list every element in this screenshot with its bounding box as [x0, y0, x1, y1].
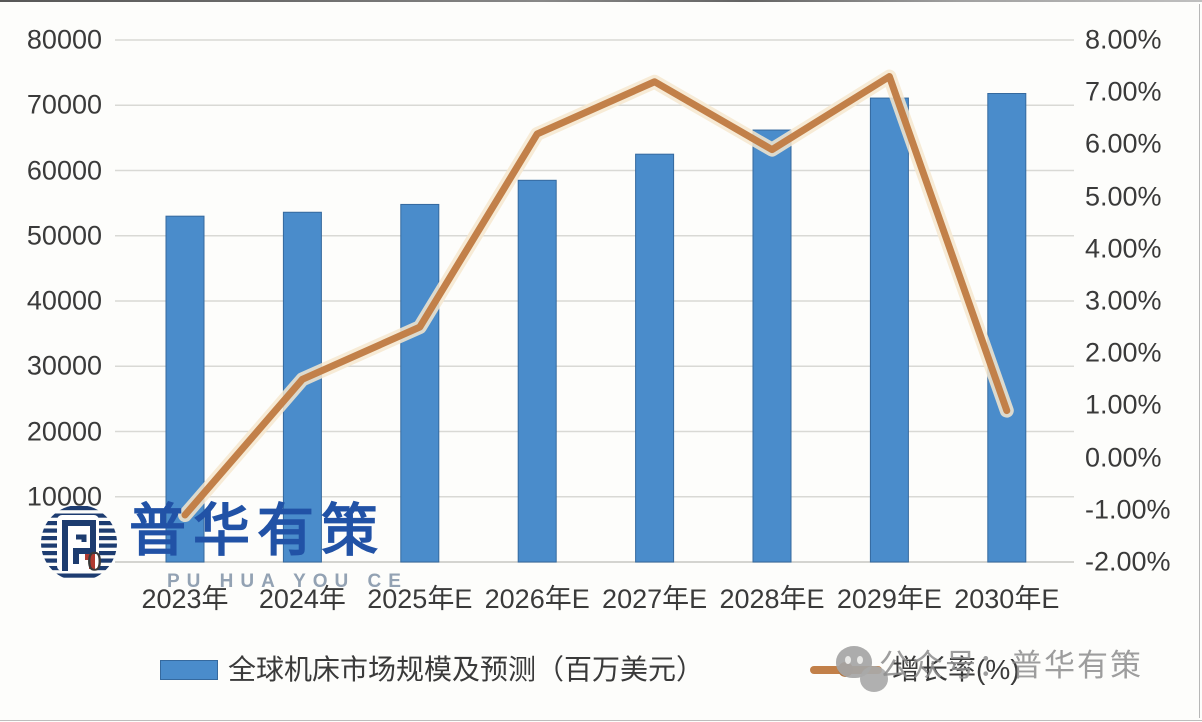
- footer-watermark: 公众号：普华有策: [879, 648, 1143, 683]
- bar-2028年E: [752, 129, 792, 563]
- bar-series-label: 全球机床市场规模及预测（百万美元）: [228, 654, 705, 685]
- x-axis-label-2026年E: 2026年E: [484, 584, 590, 614]
- x-axis-label-2030年E: 2030年E: [954, 584, 1060, 614]
- left-axis-tick-40000: 40000: [26, 285, 102, 316]
- right-axis-tick-7.00%: 7.00%: [1085, 76, 1162, 107]
- left-axis-tick-60000: 60000: [26, 155, 102, 185]
- x-axis-label-2027年E: 2027年E: [602, 584, 708, 614]
- right-edge-line: [1199, 4, 1200, 718]
- wechat-bubble-small: [860, 666, 888, 692]
- x-axis-label-2028年E: 2028年E: [719, 584, 825, 614]
- brand-watermark-en: PU HUA YOU CE: [167, 571, 408, 592]
- bar-2027年E: [635, 153, 675, 563]
- right-axis-tick--2.00%: -2.00%: [1085, 546, 1171, 577]
- left-axis-tick-0: 0: [86, 546, 102, 577]
- wechat-eye-left: [845, 656, 851, 664]
- right-axis-tick-3.00%: 3.00%: [1085, 285, 1162, 316]
- right-axis-tick-0.00%: 0.00%: [1085, 442, 1162, 473]
- bar-2030年E: [987, 93, 1027, 563]
- wechat-icon: [828, 644, 898, 700]
- left-axis-tick-70000: 70000: [26, 89, 102, 120]
- left-axis-tick-30000: 30000: [26, 350, 102, 381]
- growth-line: [181, 73, 1011, 519]
- bar-2026年E: [517, 179, 557, 563]
- line-series-label: 增长率(%): [892, 654, 1020, 685]
- bottom-edge-line: [0, 720, 1202, 721]
- x-axis-label-2029年E: 2029年E: [836, 584, 942, 614]
- x-axis-label-2024年: 2024年: [258, 584, 346, 614]
- brand-watermark-cn: 普华有策: [129, 499, 385, 563]
- right-axis-tick--1.00%: -1.00%: [1085, 494, 1171, 525]
- bar-series-swatch: [160, 660, 218, 680]
- right-axis-tick-2.00%: 2.00%: [1085, 337, 1162, 368]
- left-axis-tick-10000: 10000: [26, 481, 102, 512]
- right-axis-tick-8.00%: 8.00%: [1085, 24, 1162, 55]
- x-axis-label-2025年E: 2025年E: [367, 584, 473, 614]
- bar-2025年E: [400, 203, 440, 563]
- left-axis-tick-80000: 80000: [26, 24, 102, 55]
- right-axis-tick-5.00%: 5.00%: [1085, 181, 1162, 212]
- puhua-logo-watermark: [40, 504, 118, 582]
- right-axis-tick-1.00%: 1.00%: [1085, 389, 1162, 420]
- bar-2029年E: [869, 97, 909, 563]
- left-axis-tick-50000: 50000: [26, 220, 102, 251]
- right-axis-tick-4.00%: 4.00%: [1085, 233, 1162, 264]
- wechat-eye-right: [857, 656, 863, 664]
- right-axis-tick-6.00%: 6.00%: [1085, 128, 1162, 159]
- top-edge-artifact: [0, 0, 1202, 2]
- x-axis-label-2023年: 2023年: [141, 584, 229, 614]
- legend-bar-series: 全球机床市场规模及预测（百万美元）: [160, 654, 704, 686]
- puhua-logo-icon: [41, 506, 117, 578]
- left-axis-tick-20000: 20000: [26, 416, 102, 446]
